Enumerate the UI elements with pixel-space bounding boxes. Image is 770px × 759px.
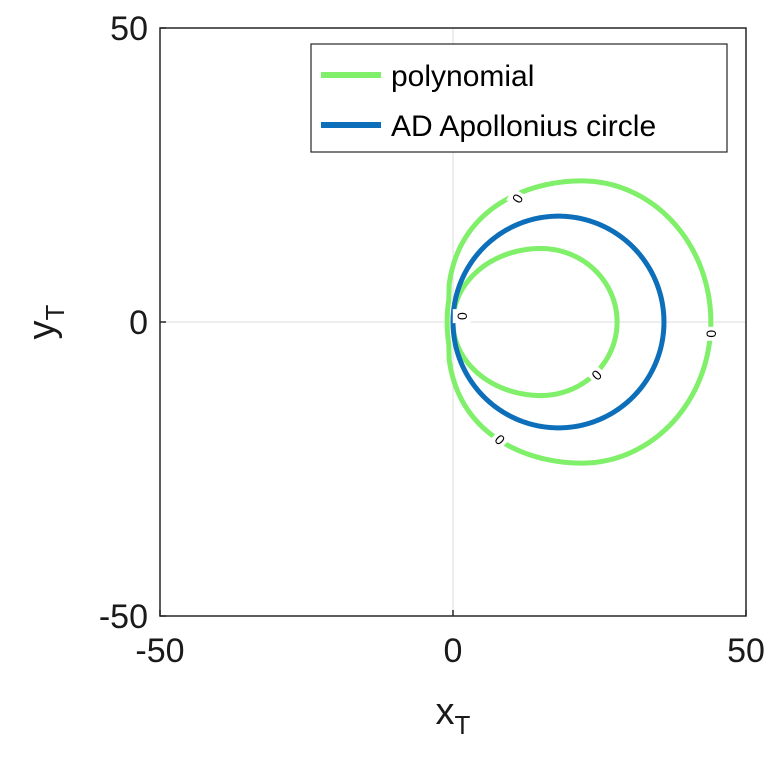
- y-tick-label: 0: [129, 304, 148, 342]
- y-tick-label: -50: [99, 598, 148, 636]
- axis-ticks: [159, 27, 747, 617]
- contour-label-background: [701, 326, 720, 341]
- contour-label-background: [585, 363, 608, 387]
- y-axis-label-subscript: T: [40, 304, 70, 320]
- contour-label-background: [452, 309, 471, 324]
- x-tick-label: 50: [727, 632, 765, 670]
- contour-level-label: 0: [454, 312, 470, 320]
- x-axis-label-subscript: T: [455, 710, 471, 740]
- legend-box: [310, 43, 728, 153]
- legend: polynomial AD Apollonius circle: [310, 43, 728, 153]
- x-axis-label: xT: [436, 691, 471, 740]
- contour-label-background: [488, 428, 512, 451]
- x-tick-label: -50: [135, 632, 184, 670]
- x-tick-label: 0: [444, 632, 463, 670]
- contour-level-label: 0: [703, 330, 719, 338]
- tick-labels: -50 0 50 -50 0 50: [99, 10, 765, 670]
- y-axis-label-main: y: [21, 320, 63, 339]
- y-tick-label: 50: [110, 10, 148, 48]
- x-axis-label-main: x: [436, 691, 455, 733]
- y-axis-label: yT: [21, 304, 70, 339]
- contour-label-background: [506, 187, 529, 210]
- polynomial-contour-0: [444, 178, 714, 466]
- legend-label-polynomial: polynomial: [391, 60, 534, 93]
- legend-label-apollonius-circle: AD Apollonius circle: [391, 110, 656, 143]
